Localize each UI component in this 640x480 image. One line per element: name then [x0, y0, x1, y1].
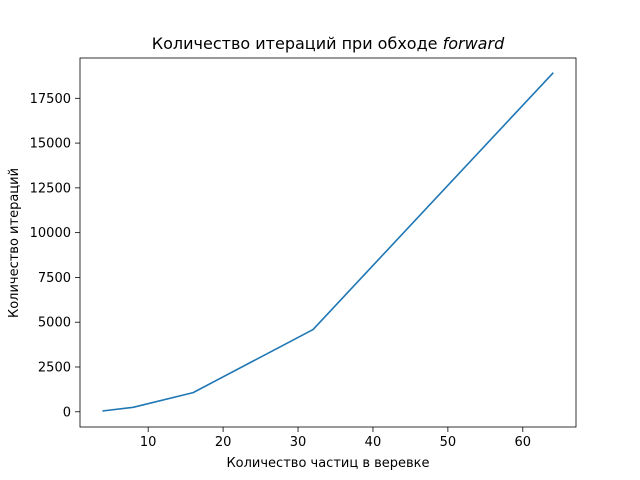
chart-title-emphasis: forward [443, 34, 505, 53]
chart-title: Количество итераций при обходе forward [152, 34, 505, 53]
series-line [102, 72, 554, 412]
y-tick-label: 2500 [38, 360, 71, 375]
y-axis-label: Количество итераций [7, 168, 22, 318]
x-axis-label: Количество частиц в веревке [226, 456, 429, 471]
x-tick-label: 10 [140, 435, 157, 450]
x-tick-label: 30 [290, 435, 307, 450]
x-tick-label: 40 [365, 435, 382, 450]
x-tick-label: 60 [515, 435, 532, 450]
y-tick-label: 12500 [30, 181, 71, 196]
plot-frame [79, 57, 577, 428]
y-tick-label: 5000 [38, 316, 71, 331]
x-tick-label: 50 [440, 435, 457, 450]
y-tick-label: 0 [63, 405, 71, 420]
y-tick-label: 15000 [30, 137, 71, 152]
y-tick-label: 17500 [30, 92, 71, 107]
plot-area: 10 20 30 40 50 60 0 2500 5000 7500 10000 12500 15000… [30, 57, 577, 450]
y-tick-label: 7500 [38, 271, 71, 286]
y-tick-label: 10000 [30, 226, 71, 241]
x-tick-label: 20 [215, 435, 232, 450]
chart-title-main: Количество итераций при обходе [152, 34, 438, 53]
